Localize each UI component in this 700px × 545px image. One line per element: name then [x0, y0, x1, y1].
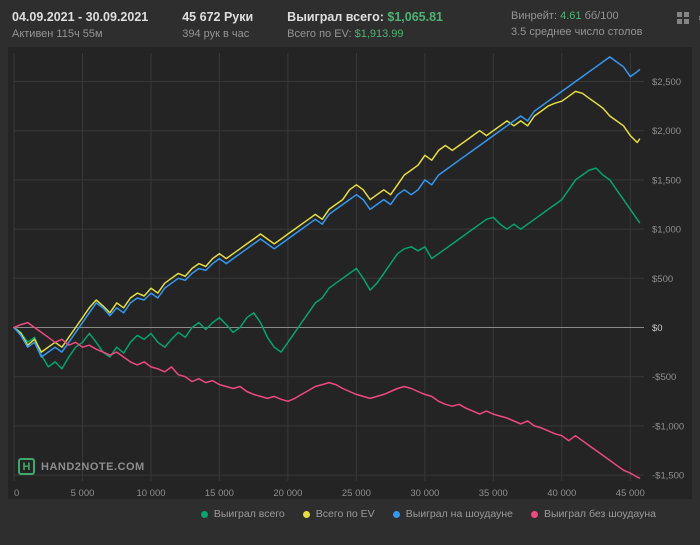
chart-panel: 0 5 000 10 000 15 000 20 000 25 000 30 000 35 0… — [8, 47, 692, 499]
legend-item-won-total[interactable]: Выиграл всего — [200, 508, 285, 520]
winrate-label: Винрейт: — [510, 10, 558, 22]
svg-text:$2,000: $2,000 — [652, 126, 681, 137]
svg-text:15 000: 15 000 — [205, 488, 234, 499]
winrate-block: Винрейт: 4.61 бб/100 3.5 среднее число с… — [511, 10, 643, 38]
legend-dot-yellow — [302, 510, 310, 518]
won-total-label: Выиграл всего: — [287, 10, 384, 24]
avg-tables: 3.5 среднее число столов — [510, 26, 643, 38]
svg-text:0: 0 — [14, 488, 19, 499]
hand2note-logo-icon: H — [18, 458, 35, 475]
svg-text:40 000: 40 000 — [547, 488, 576, 499]
grid-icon-glyph — [676, 12, 689, 24]
hand2note-logo: H HAND2NOTE.COM — [18, 458, 145, 475]
hands-count: 45 672 Руки — [182, 10, 254, 24]
gear-icon[interactable]: ⚙ — [698, 11, 700, 25]
hands-per-hour: 394 рук в час — [182, 28, 250, 40]
winrate-unit: бб/100 — [584, 10, 619, 22]
legend-dot-green — [200, 510, 208, 518]
svg-text:-$1,500: -$1,500 — [652, 471, 684, 482]
legend-dot-blue — [392, 510, 400, 518]
svg-text:10 000: 10 000 — [136, 488, 165, 499]
legend-label: Выиграл без шоудауна — [544, 508, 656, 520]
date-range: 04.09.2021 - 30.09.2021 — [12, 10, 149, 24]
ev-total-label: Всего по EV: — [287, 28, 352, 40]
won-total-value: $1,065.81 — [387, 10, 443, 24]
legend-label: Выиграл всего — [213, 508, 285, 520]
hands-block: 45 672 Руки 394 рук в час — [182, 10, 253, 40]
active-time: Активен 115ч 55м — [12, 28, 103, 40]
header-icons: ⚙ — [676, 11, 700, 25]
svg-text:45 000: 45 000 — [616, 488, 645, 499]
winnings-block: Выиграл всего: $1,065.81 Всего по EV: $1… — [287, 10, 443, 40]
legend-label: Всего по EV — [315, 508, 375, 520]
svg-text:30 000: 30 000 — [410, 488, 439, 499]
svg-text:$500: $500 — [652, 274, 673, 285]
svg-text:25 000: 25 000 — [342, 488, 371, 499]
date-block: 04.09.2021 - 30.09.2021 Активен 115ч 55м — [12, 10, 148, 40]
svg-text:$2,500: $2,500 — [652, 77, 681, 88]
winrate-value: 4.61 — [560, 10, 582, 22]
svg-text:$1,000: $1,000 — [652, 225, 681, 236]
winnings-chart: 0 5 000 10 000 15 000 20 000 25 000 30 000 35 0… — [13, 53, 684, 499]
svg-text:20 000: 20 000 — [273, 488, 302, 499]
svg-text:$0: $0 — [652, 323, 663, 334]
grid-icon[interactable] — [676, 12, 689, 24]
hand2note-logo-text: HAND2NOTE.COM — [41, 460, 145, 473]
legend-dot-pink — [531, 510, 538, 518]
svg-text:-$500: -$500 — [652, 372, 676, 383]
legend-item-won-showdown[interactable]: Выиграл на шоудауне — [392, 508, 513, 520]
stats-header: 04.09.2021 - 30.09.2021 Активен 115ч 55м… — [0, 0, 700, 47]
legend-label: Выиграл на шоудауне — [405, 508, 513, 520]
legend-item-won-nonshowdown[interactable]: Выиграл без шоудауна — [531, 508, 656, 520]
svg-text:-$1,000: -$1,000 — [652, 421, 684, 432]
svg-text:5 000: 5 000 — [71, 488, 95, 499]
chart-legend: Выиграл всего Всего по EV Выиграл на шоу… — [0, 499, 700, 520]
svg-text:$1,500: $1,500 — [652, 175, 681, 186]
legend-item-ev-total[interactable]: Всего по EV — [302, 508, 375, 520]
svg-text:35 000: 35 000 — [479, 488, 508, 499]
ev-total-value: $1,913.99 — [354, 28, 404, 40]
